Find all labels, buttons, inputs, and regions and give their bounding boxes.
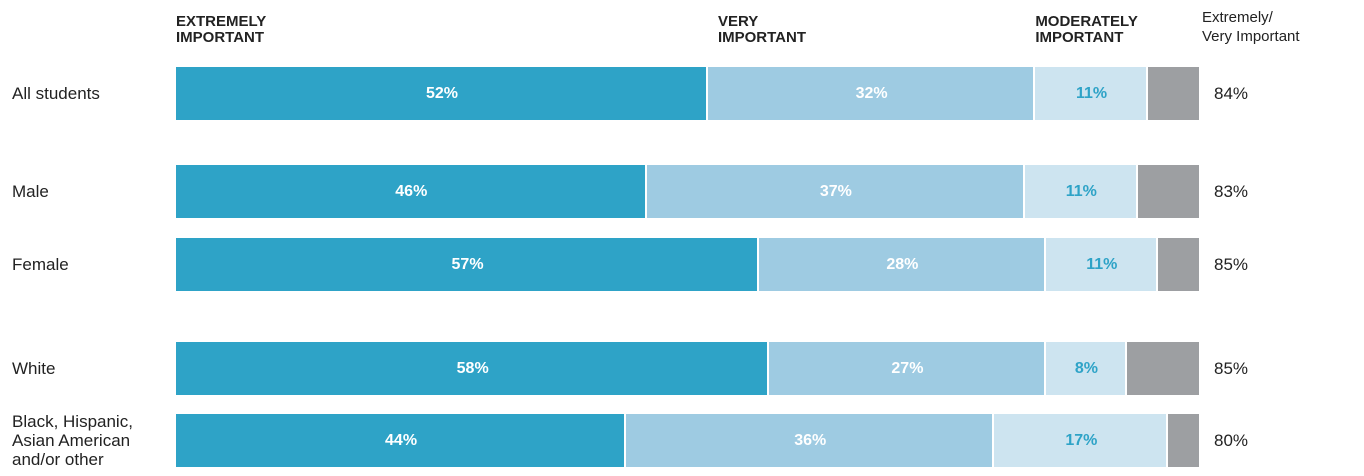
value-label: 32% [855,84,888,102]
bar-segment [176,67,708,120]
category-label: All students [12,84,100,103]
bar-segment [707,67,1036,120]
bar-segment [646,165,1026,218]
bar-segment [994,414,1169,467]
total-label: 83% [1214,181,1249,201]
category-label: Male [12,182,49,201]
bar-segment [1035,67,1148,120]
total-label: 85% [1214,254,1249,274]
bar-segment [1147,67,1199,120]
total-label: 85% [1214,358,1249,378]
value-label: 17% [1065,431,1098,449]
bar-segment [769,342,1046,395]
bar-segment [1158,238,1199,291]
value-label: 46% [395,182,428,200]
series-header: VERY IMPORTANT [717,13,806,46]
value-label: 44% [385,431,418,449]
bar-segment [176,342,770,395]
series-header: EXTREMELY IMPORTANT [176,13,267,46]
value-label: 11% [1086,255,1118,273]
bar-segment [759,238,1046,291]
bar-segment [1127,342,1199,395]
bar-segment [1025,165,1138,218]
value-label: 11% [1076,84,1108,102]
category-label: Female [12,255,69,274]
value-label: 8% [1074,359,1099,377]
totals-header: Extremely/ Very Important [1202,9,1300,45]
bar-segment [176,165,647,218]
bar-segment [1137,165,1199,218]
value-label: 11% [1065,182,1097,200]
bar-segment [176,414,627,467]
value-label: 36% [794,431,827,449]
bar-segment [176,238,760,291]
series-header: MODERATELY IMPORTANT [1035,13,1138,46]
total-label: 84% [1214,83,1249,103]
bar-segment [1045,238,1159,291]
category-label: White [12,359,56,378]
value-label: 28% [886,255,919,273]
category-label: Black, Hispanic, Asian American and/or o… [12,412,133,469]
value-label: 52% [425,84,458,102]
bar-segment [626,414,995,467]
bar-segment [1045,342,1128,395]
value-label: 37% [819,182,852,200]
bar-segment [1168,414,1199,467]
value-label: 58% [456,359,489,377]
value-label: 57% [451,255,484,273]
value-label: 27% [891,359,924,377]
total-label: 80% [1214,430,1249,450]
